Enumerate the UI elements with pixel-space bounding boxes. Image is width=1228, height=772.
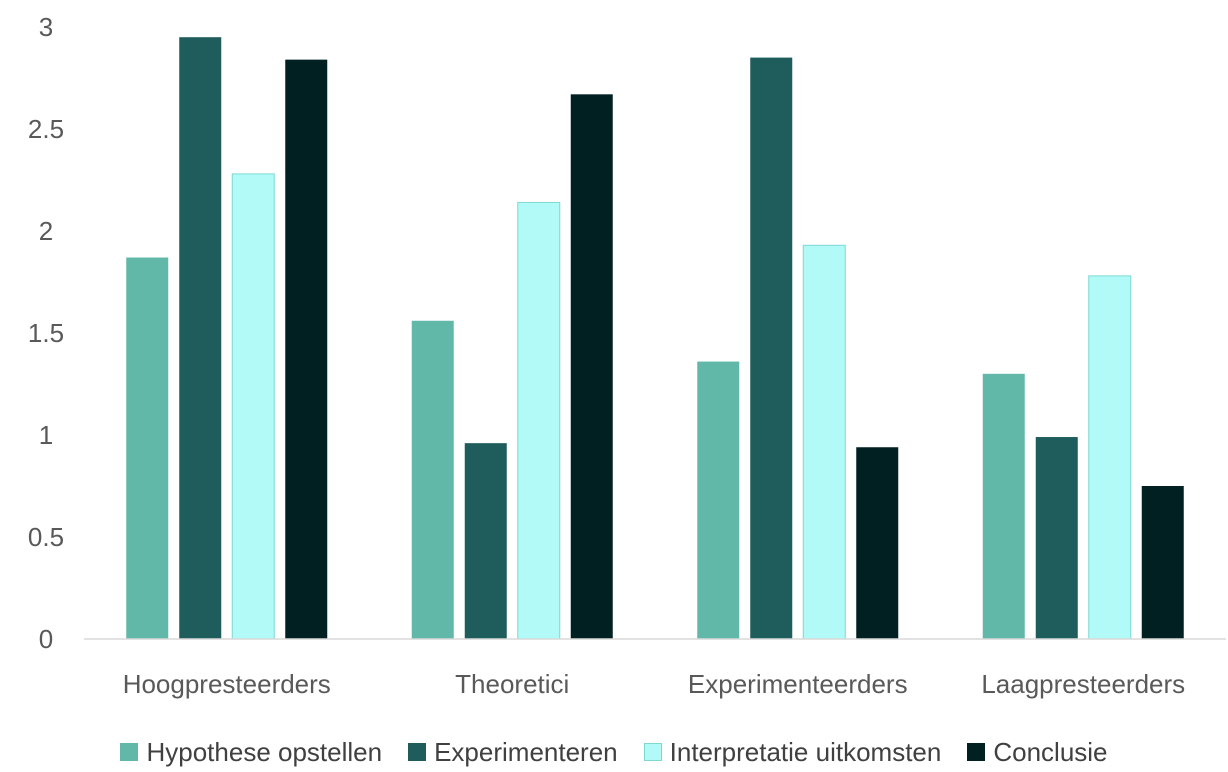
y-tick-label: 3 [39, 12, 53, 42]
bar [464, 443, 507, 639]
x-category-label: Theoretici [455, 669, 569, 699]
y-tick-label: 0 [39, 624, 53, 654]
x-axis: Hoogpresteerders Theoretici Experimenteerd… [123, 669, 1185, 699]
legend-item: Interpretatie uitkomsten [643, 736, 942, 768]
legend: Hypothese opstellen Experimenteren Interpr… [0, 732, 1228, 772]
y-tick-label: 0.5 [28, 522, 64, 552]
bars [126, 37, 1184, 640]
legend-item: Hypothese opstellen [120, 737, 382, 768]
legend-swatch [120, 743, 139, 761]
bar [411, 320, 454, 639]
y-tick-label: 2.5 [28, 114, 64, 144]
legend-label: Experimenteren [434, 736, 618, 767]
bar [517, 201, 561, 640]
bar [231, 173, 275, 640]
bar [982, 373, 1025, 639]
legend-label: Interpretatie uitkomsten [669, 736, 942, 767]
y-axis: 0 0.5 1 1.5 2 2.5 3 [28, 12, 64, 654]
bar [1141, 486, 1184, 639]
legend-swatch [408, 743, 427, 761]
bar-chart: 0 0.5 1 1.5 2 2.5 3 Hoogpresteerders Theoretici… [28, 12, 1226, 699]
bar [1035, 437, 1078, 639]
bar [285, 59, 328, 639]
bar [750, 57, 793, 640]
y-tick-label: 1 [39, 420, 53, 450]
legend-swatch [643, 743, 662, 761]
y-tick-label: 2 [39, 216, 53, 246]
x-category-label: Laagpresteerders [981, 669, 1185, 699]
x-category-label: Experimenteerders [688, 669, 908, 699]
bar [126, 257, 169, 639]
legend-item: Conclusie [967, 736, 1108, 768]
legend-item: Experimenteren [408, 737, 618, 768]
y-tick-label: 1.5 [28, 318, 64, 348]
bar [802, 244, 846, 640]
bar [856, 447, 899, 639]
legend-label: Conclusie [993, 736, 1108, 767]
bar [570, 94, 613, 639]
legend-label: Hypothese opstellen [146, 736, 383, 767]
legend-swatch [967, 743, 986, 761]
x-category-label: Hoogpresteerders [123, 669, 331, 699]
bar [179, 37, 222, 639]
bar [697, 361, 740, 639]
bar [1088, 275, 1132, 640]
